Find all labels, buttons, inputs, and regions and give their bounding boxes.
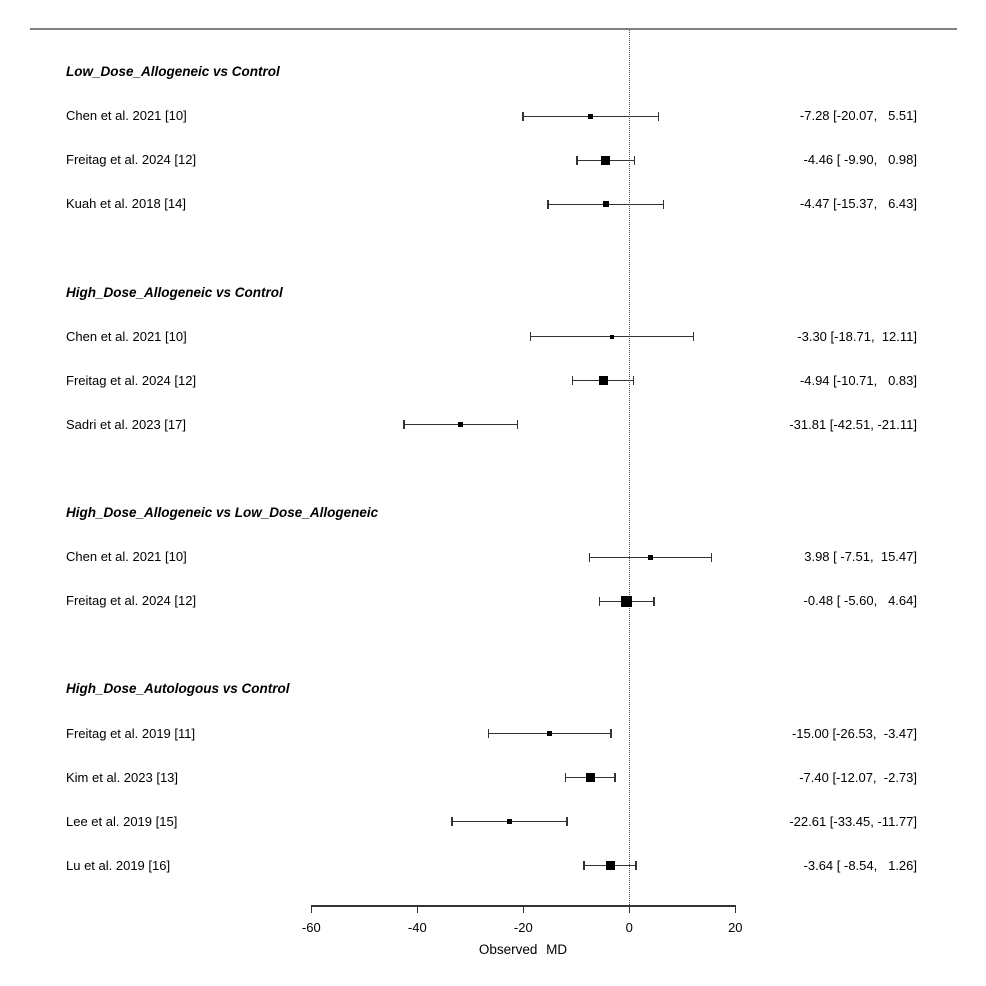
- point-estimate-marker: [588, 113, 594, 119]
- estimate-annotation: -3.64 [ -8.54, 1.26]: [799, 857, 917, 873]
- point-estimate-marker: [458, 422, 464, 428]
- ci-cap-lower: [488, 729, 490, 738]
- x-axis-tick: [734, 906, 737, 913]
- section-header: Low_Dose_Allogeneic vs Control: [66, 64, 280, 79]
- study-label: Lee et al. 2019 [15]: [66, 813, 178, 829]
- estimate-annotation: -4.94 [-10.71, 0.83]: [796, 372, 917, 388]
- ci-cap-upper: [657, 111, 660, 121]
- point-estimate-marker: [605, 861, 615, 871]
- estimate-annotation: -15.00 [-26.53, -3.47]: [791, 725, 917, 741]
- ci-cap-lower: [451, 817, 453, 827]
- section-header: High_Dose_Allogeneic vs Control: [66, 284, 283, 300]
- ci-cap-lower: [599, 596, 601, 606]
- x-axis-line: [311, 905, 736, 907]
- point-estimate-marker: [647, 554, 653, 560]
- estimate-annotation: -0.48 [ -5.60, 4.64]: [799, 593, 917, 609]
- point-estimate-marker: [621, 595, 633, 607]
- study-label: Chen et al. 2021 [10]: [66, 328, 187, 344]
- point-estimate-marker: [609, 334, 614, 339]
- x-axis-title: Observed MD: [478, 942, 568, 957]
- x-axis-tick-label: -20: [513, 920, 533, 935]
- ci-cap-upper: [653, 596, 655, 606]
- ci-cap-upper: [635, 861, 637, 871]
- section-header: High_Dose_Autologous vs Control: [66, 681, 290, 697]
- estimate-annotation: -31.81 [-42.51, -21.11]: [789, 416, 917, 432]
- ci-cap-lower: [571, 376, 574, 386]
- estimate-annotation: -7.28 [-20.07, 5.51]: [796, 108, 917, 124]
- ci-cap-upper: [633, 376, 635, 386]
- study-label: Freitag et al. 2024 [12]: [66, 152, 197, 168]
- x-axis-tick-label: 0: [625, 920, 633, 935]
- ci-cap-lower: [547, 199, 549, 209]
- x-axis-tick: [628, 906, 631, 913]
- ci-cap-lower: [588, 552, 591, 562]
- point-estimate-marker: [601, 155, 611, 165]
- ci-cap-lower: [529, 332, 531, 342]
- ci-cap-upper: [662, 199, 665, 209]
- point-estimate-marker: [506, 819, 512, 825]
- estimate-annotation: 3.98 [ -7.51, 15.47]: [797, 549, 917, 565]
- ci-cap-lower: [583, 861, 585, 871]
- study-label: Freitag et al. 2019 [11]: [66, 725, 196, 741]
- study-label: Kuah et al. 2018 [14]: [66, 196, 186, 212]
- study-label: Kim et al. 2023 [13]: [66, 769, 179, 785]
- study-label: Lu et al. 2019 [16]: [66, 857, 171, 873]
- ci-cap-lower: [564, 773, 567, 783]
- estimate-annotation: -22.61 [-33.45, -11.77]: [789, 813, 917, 829]
- study-label: Chen et al. 2021 [10]: [66, 108, 187, 124]
- point-estimate-marker: [598, 376, 608, 386]
- ci-cap-upper: [610, 729, 612, 738]
- x-axis-tick: [416, 906, 419, 913]
- ci-cap-lower: [522, 111, 524, 121]
- x-axis-tick-label: 20: [728, 920, 743, 935]
- zero-reference-line: [629, 30, 630, 905]
- ci-cap-lower: [403, 420, 405, 430]
- x-axis-tick: [522, 906, 525, 913]
- ci-cap-upper: [614, 773, 616, 783]
- x-axis-tick-label: -60: [301, 920, 321, 935]
- study-label: Freitag et al. 2024 [12]: [66, 593, 197, 609]
- x-axis-tick: [310, 906, 313, 913]
- section-header: High_Dose_Allogeneic vs Low_Dose_Allogen…: [66, 505, 379, 520]
- estimate-annotation: -4.47 [-15.37, 6.43]: [796, 196, 917, 212]
- x-axis-tick-label: -40: [407, 920, 427, 935]
- study-label: Sadri et al. 2023 [17]: [66, 416, 186, 432]
- ci-cap-upper: [710, 552, 712, 562]
- study-label: Freitag et al. 2024 [12]: [66, 372, 197, 388]
- point-estimate-marker: [547, 731, 553, 736]
- ci-cap-upper: [566, 817, 568, 827]
- ci-cap-upper: [516, 420, 519, 430]
- estimate-annotation: -3.30 [-18.71, 12.11]: [793, 328, 917, 344]
- study-label: Chen et al. 2021 [10]: [66, 549, 187, 565]
- point-estimate-marker: [602, 201, 609, 208]
- estimate-annotation: -7.40 [-12.07, -2.73]: [795, 769, 917, 785]
- ci-cap-upper: [633, 155, 636, 165]
- estimate-annotation: -4.46 [ -9.90, 0.98]: [799, 152, 917, 168]
- top-rule: [30, 28, 957, 30]
- point-estimate-marker: [585, 773, 595, 783]
- ci-cap-upper: [692, 332, 695, 342]
- ci-cap-lower: [576, 155, 578, 165]
